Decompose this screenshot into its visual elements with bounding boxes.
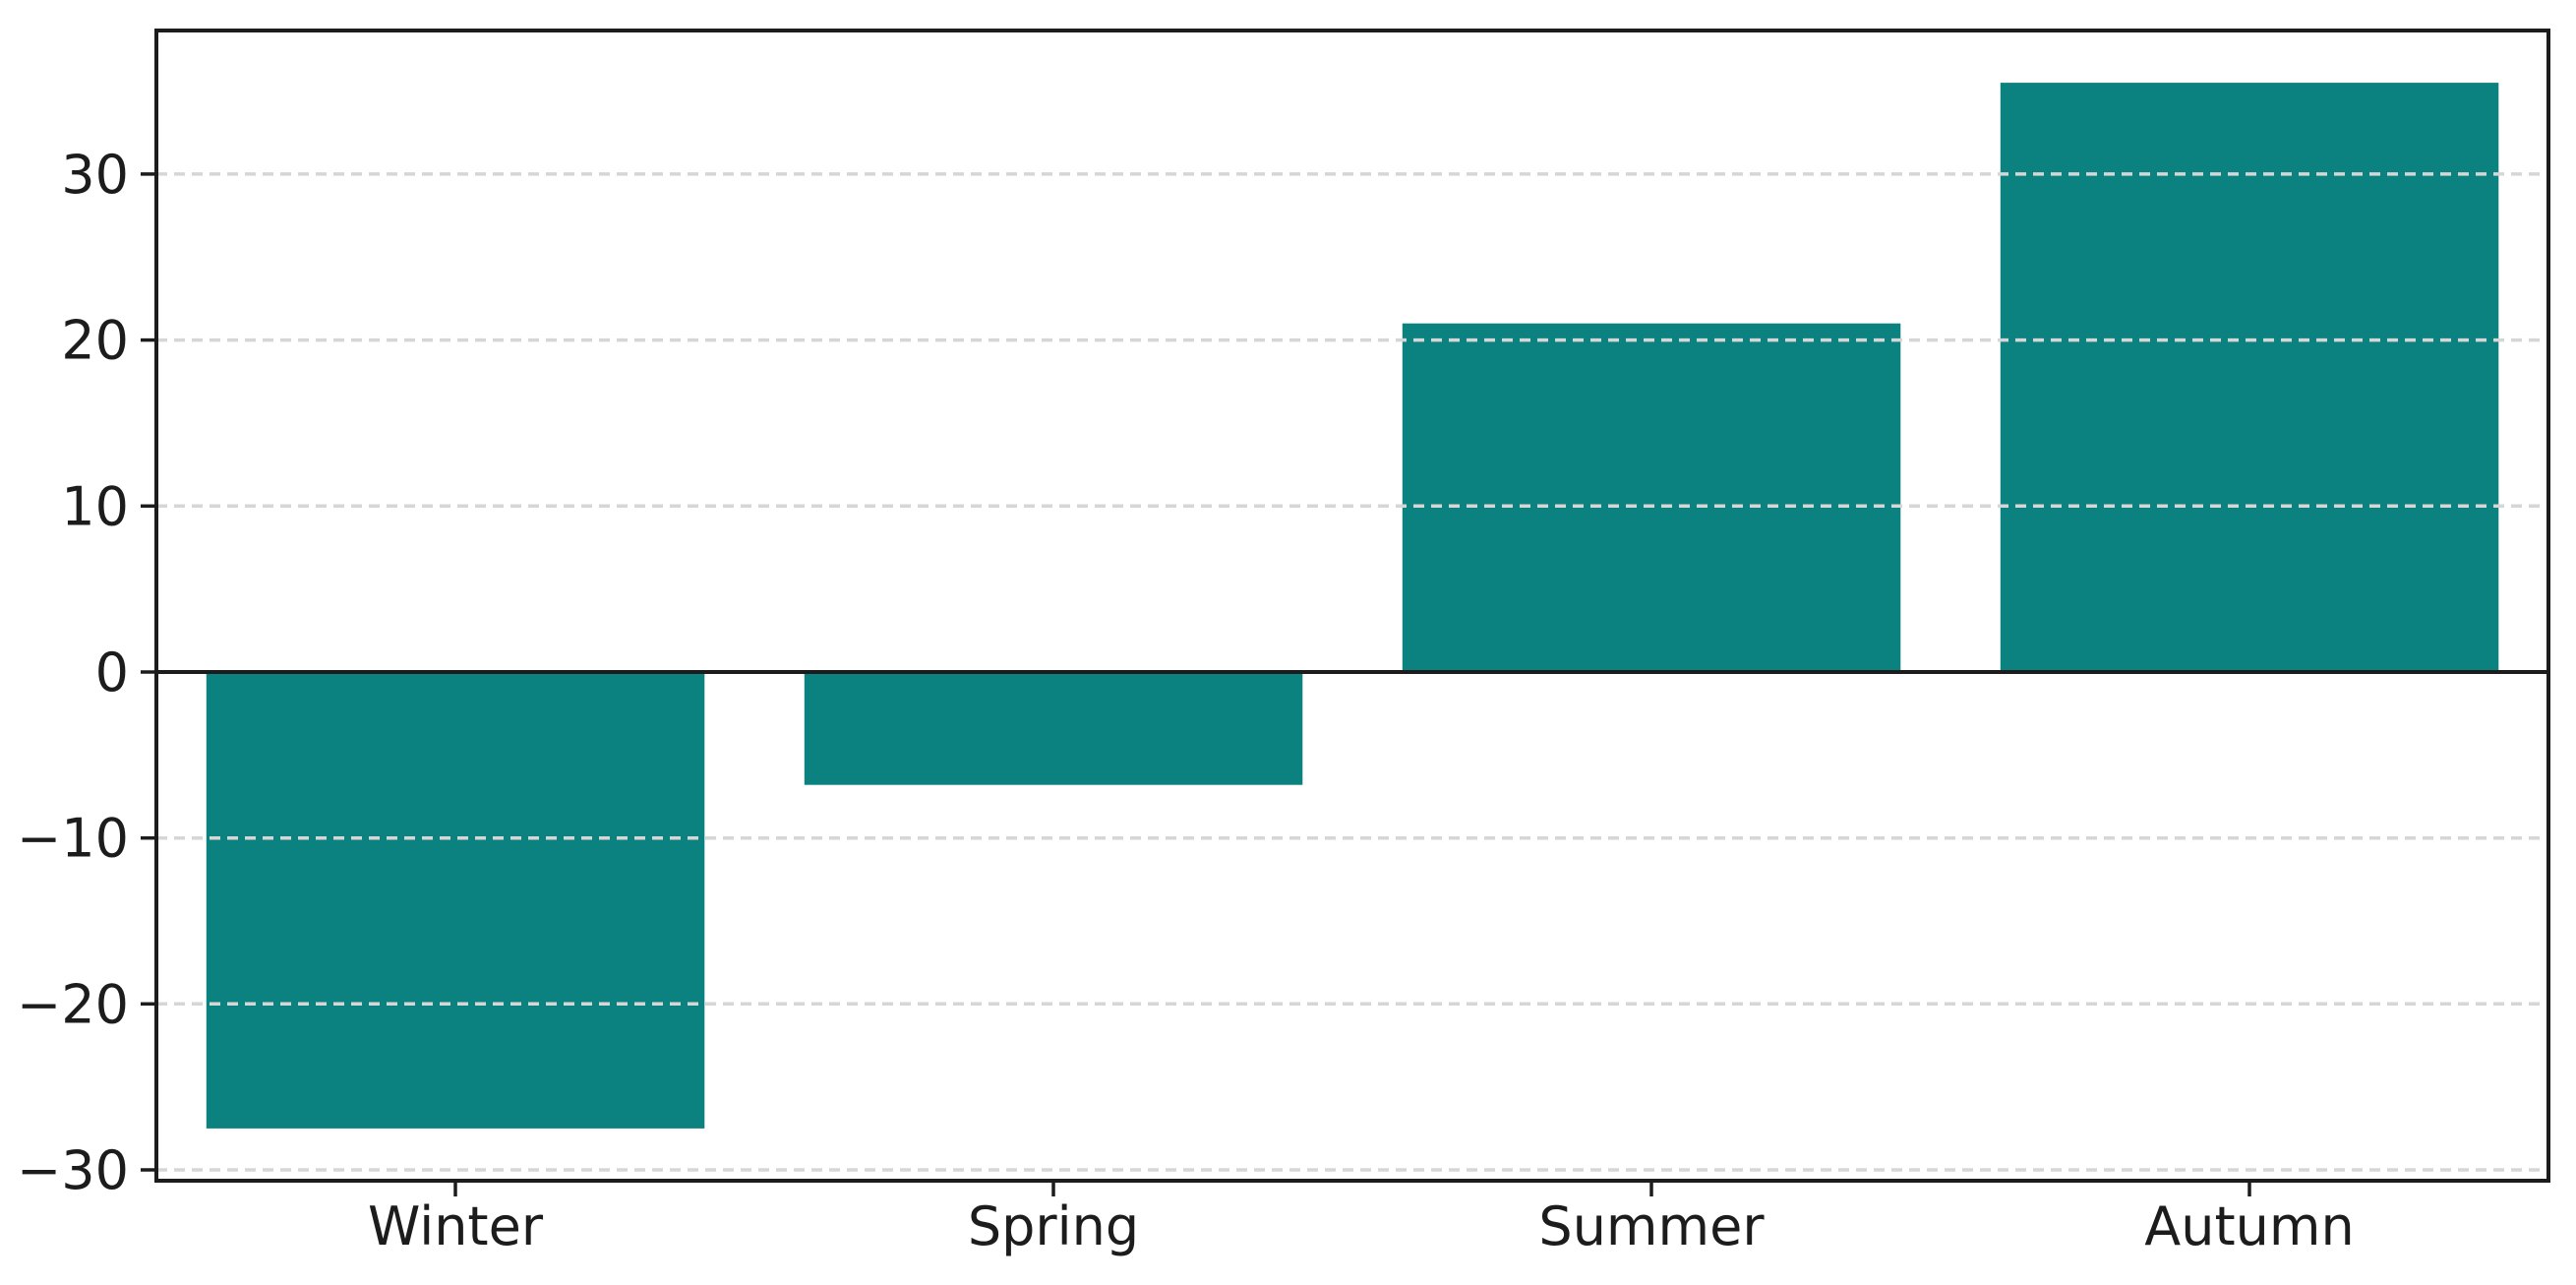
x-tick-labels: Winter Spring Summer Autumn: [368, 1195, 2355, 1257]
bars: [206, 83, 2499, 1129]
bar-summer: [1402, 323, 1901, 672]
bar-spring: [804, 672, 1303, 785]
y-tick-label-30: 30: [61, 144, 129, 206]
y-tick-label--10: −10: [17, 808, 129, 870]
x-tick-label-winter: Winter: [368, 1195, 544, 1257]
gridlines: [156, 172, 2548, 1172]
bar-autumn: [2000, 83, 2499, 672]
y-tick-label-10: 10: [61, 475, 129, 537]
bar-winter: [206, 672, 705, 1129]
y-tick-label--20: −20: [17, 973, 129, 1035]
x-tick-label-spring: Spring: [968, 1195, 1139, 1257]
x-tick-label-summer: Summer: [1538, 1195, 1765, 1257]
y-tick-label-0: 0: [95, 642, 129, 704]
axes-spines: [154, 29, 2550, 1183]
plot-border: [154, 29, 2550, 1183]
y-tick-label-20: 20: [61, 310, 129, 372]
x-axis-ticks: [453, 1183, 2251, 1196]
x-tick-label-autumn: Autumn: [2144, 1195, 2354, 1257]
y-axis-ticks: [141, 172, 154, 1172]
y-tick-labels: −30 −20 −10 0 10 20 30: [17, 144, 129, 1201]
y-tick-label--30: −30: [17, 1139, 129, 1201]
